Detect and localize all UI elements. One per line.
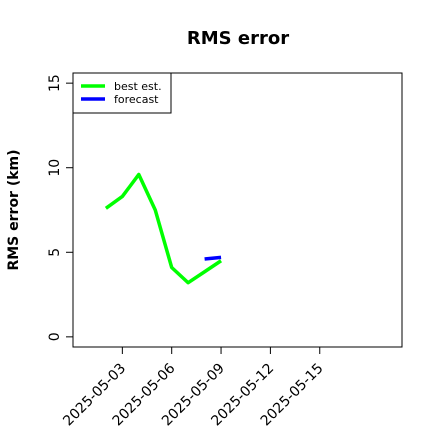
y-tick-label: 0: [47, 332, 63, 341]
y-tick-label: 5: [47, 248, 63, 257]
plot-box: [72, 72, 403, 348]
legend-label: forecast: [114, 93, 159, 106]
line: [204, 255, 222, 261]
y-tick-label: 10: [47, 159, 63, 177]
y-axis-label: RMS error (km): [6, 149, 22, 270]
legend-label: best est.: [114, 80, 162, 93]
y-tick-label: 15: [47, 74, 63, 92]
legend-box: [72, 72, 172, 114]
line: [104, 172, 223, 285]
chart-title: RMS error: [187, 28, 289, 49]
